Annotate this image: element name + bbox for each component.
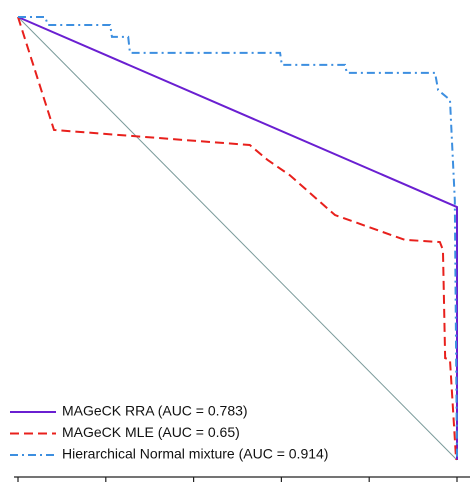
legend-label: Hierarchical Normal mixture (AUC = 0.914… [62, 446, 328, 462]
series-line [17, 16, 458, 461]
series-line [18, 16, 458, 461]
reference-diagonal [17, 16, 458, 461]
legend-label: MAGeCK RRA (AUC = 0.783) [62, 403, 248, 419]
legend-label: MAGeCK MLE (AUC = 0.65) [62, 424, 240, 440]
series-line [17, 16, 458, 460]
